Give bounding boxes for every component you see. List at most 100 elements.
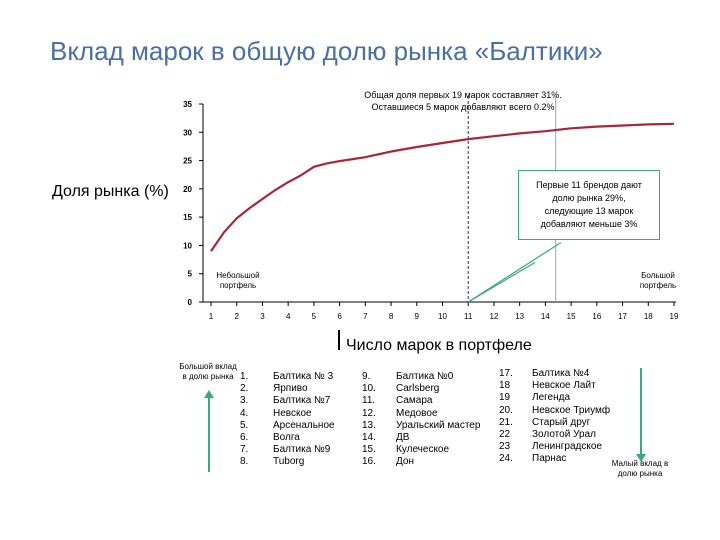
brand-name: Невское xyxy=(273,407,312,419)
small-contribution-label: Малый вклад в долю рынка xyxy=(608,459,672,479)
large-portfolio-line: Большой xyxy=(641,271,675,280)
brand-list-col3-nums: 17. 18 19 20. 21. 22 23 24. xyxy=(499,368,513,466)
x-tick-label: 2 xyxy=(234,312,239,321)
brand-number: 3. xyxy=(240,395,249,407)
x-tick-label: 11 xyxy=(464,312,473,321)
x-tick-label: 18 xyxy=(644,312,653,321)
x-tick-label: 17 xyxy=(618,312,627,321)
big-contribution-line: в долю рынка xyxy=(182,372,234,381)
brand-number: 4. xyxy=(240,407,249,419)
top-annotation: Общая доля первых 19 марок составляет 31… xyxy=(338,89,588,113)
y-tick-label: 20 xyxy=(183,185,192,194)
brand-number: 2. xyxy=(240,383,249,395)
brand-number: 19 xyxy=(499,392,511,404)
brand-number: 13. xyxy=(362,419,376,431)
small-portfolio-line: портфель xyxy=(219,281,257,290)
brand-number: 14. xyxy=(362,431,376,443)
brand-number: 9. xyxy=(362,371,371,382)
x-tick-label: 12 xyxy=(489,312,498,321)
brand-name: Дон xyxy=(396,456,414,468)
brand-number: 20. xyxy=(499,404,513,416)
brand-number: 23 xyxy=(499,441,511,453)
green-pointer-line xyxy=(467,242,562,303)
brand-number: 10. xyxy=(362,383,376,395)
x-tick-label: 6 xyxy=(337,312,342,321)
x-tick-label: 13 xyxy=(515,312,524,321)
chart-axes xyxy=(199,103,676,306)
brand-name: Легенда xyxy=(532,392,571,404)
brand-number: 15. xyxy=(362,444,376,456)
page-title: Вклад марок в общую долю рынка «Балтики» xyxy=(50,36,603,66)
series-line xyxy=(210,122,675,252)
annotation-box-line: следующие 13 марок xyxy=(544,206,634,216)
top-annotation-line: Общая доля первых 19 марок составляет 31… xyxy=(364,90,562,100)
brand-name: Ярпиво xyxy=(273,383,308,395)
y-tick-label: 15 xyxy=(183,213,192,222)
x-tick-label: 1 xyxy=(209,312,214,321)
brand-name: Балтика №0 xyxy=(396,371,454,382)
x-tick-label: 19 xyxy=(670,312,679,321)
brand-number: 17. xyxy=(499,368,513,379)
big-contribution-line: Большой вклад xyxy=(179,362,237,371)
brand-name: Балтика №7 xyxy=(273,395,331,407)
brand-number: 21. xyxy=(499,416,513,428)
x-tick-label: 3 xyxy=(260,312,265,321)
small-portfolio-line: Небольшой xyxy=(216,271,260,280)
x-tick-label: 15 xyxy=(567,312,576,321)
brand-list-col1-nums: 1. 2. 3. 4. 5. 6. 7. 8. xyxy=(240,371,248,469)
annotation-box-line: Первые 11 брендов дают xyxy=(536,180,642,190)
x-tick-label: 8 xyxy=(389,312,394,321)
brand-number: 6. xyxy=(240,431,249,443)
top-annotation-line: Оставшиеся 5 марок добавляют всего 0.2% xyxy=(371,102,555,112)
brand-name: Балтика №9 xyxy=(273,444,331,456)
small-contribution-line: Малый вклад в xyxy=(611,459,669,468)
brand-number: 11. xyxy=(362,395,376,407)
brand-name: Невское Лайт xyxy=(532,380,596,392)
brand-list-col3-names: Балтика №4 Невское Лайт Легенда Невское Три… xyxy=(532,368,610,466)
y-tick-label: 10 xyxy=(183,241,192,250)
x-tick-label: 7 xyxy=(363,312,368,321)
brand-name: Ленинградское xyxy=(532,441,602,453)
annotation-box: Первые 11 брендов дают долю рынка 29%, с… xyxy=(518,170,660,240)
small-contribution-line: долю рынка xyxy=(617,469,663,478)
brand-name: Золотой Урал xyxy=(532,428,596,440)
brand-name: Уральский мастер xyxy=(396,419,481,431)
arrow-down-icon xyxy=(636,368,646,462)
brand-name: Carlsberg xyxy=(396,383,440,395)
brand-number: 24. xyxy=(499,453,513,465)
brand-name: Арсенальное xyxy=(273,419,335,431)
x-tick-label: 5 xyxy=(312,312,317,321)
x-tick-label: 14 xyxy=(541,312,550,321)
x-tick-label: 4 xyxy=(286,312,291,321)
brand-number: 22 xyxy=(499,428,511,440)
brand-name: Невское Триумф xyxy=(532,404,611,416)
brand-number: 7. xyxy=(240,444,249,456)
brand-name: ДВ xyxy=(396,431,410,443)
small-portfolio-label: Небольшой портфель xyxy=(212,271,264,291)
brand-number: 1. xyxy=(240,371,249,382)
large-portfolio-label: Большой портфель xyxy=(632,271,684,291)
x-axis-label-divider xyxy=(338,330,340,350)
brand-list-col2-names: Балтика №0 Carlsberg Самара Медовое Уральски… xyxy=(396,371,480,469)
brand-name: Волга xyxy=(273,431,300,443)
brand-number: 5. xyxy=(240,419,249,431)
brand-name: Парнас xyxy=(532,453,567,465)
x-tick-label: 16 xyxy=(592,312,601,321)
brand-number: 16. xyxy=(362,456,376,468)
big-contribution-label: Большой вклад в долю рынка xyxy=(176,362,240,382)
x-tick-label: 10 xyxy=(438,312,447,321)
brand-number: 18 xyxy=(499,380,511,392)
brand-name: Самара xyxy=(396,395,433,407)
brand-list-col2-nums: 9. 10. 11. 12. 13. 14. 15. 16. xyxy=(362,371,376,469)
brand-number: 12. xyxy=(362,407,376,419)
y-axis-label: Доля рынка (%) xyxy=(52,183,169,200)
brand-name: Балтика №4 xyxy=(532,368,590,379)
annotation-box-line: долю рынка 29%, xyxy=(552,193,626,203)
brand-list-col1-names: Балтика № 3 Ярпиво Балтика №7 Невское Арсена… xyxy=(273,371,335,469)
brand-name: Tuborg xyxy=(273,456,305,468)
x-axis-label: Число марок в портфеле xyxy=(346,337,532,354)
y-tick-label: 30 xyxy=(183,128,192,137)
y-tick-label: 25 xyxy=(183,157,192,166)
